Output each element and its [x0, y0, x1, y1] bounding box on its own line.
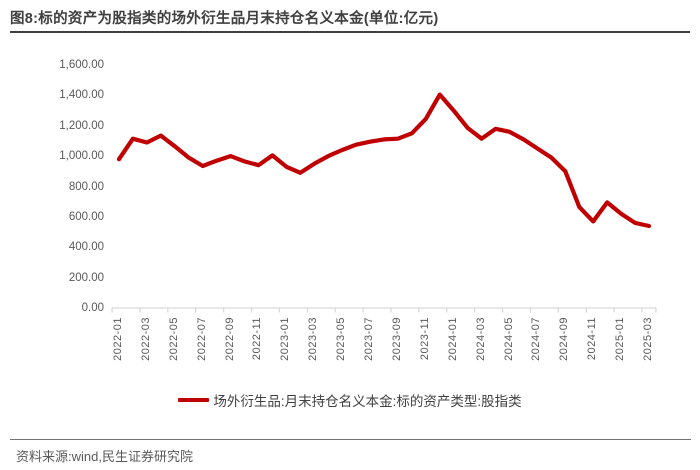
x-axis-label: 2024-11	[586, 317, 599, 361]
x-axis-label: 2025-01	[614, 317, 627, 361]
y-axis-label: 1,200.00	[59, 119, 104, 132]
x-axis-label: 2023-05	[335, 317, 348, 361]
y-axis-label: 0.00	[81, 302, 104, 314]
figure-title: 图8:标的资产为股指类的场外衍生品月末持仓名义本金(单位:亿元)	[10, 11, 439, 27]
series-line	[116, 92, 652, 229]
x-axis-label: 2024-05	[502, 317, 515, 361]
x-axis-label: 2024-07	[530, 317, 543, 361]
x-axis-label: 2024-03	[474, 317, 487, 361]
footer-divider	[10, 439, 691, 440]
y-axis-label: 1,000.00	[59, 150, 104, 163]
x-axis-label: 2024-01	[446, 317, 459, 361]
line-chart: 0.00 200.00 400.00 600.00 800.00 1,000.00 1,20…	[0, 36, 700, 386]
x-axis-label: 2024-09	[558, 317, 571, 361]
x-axis-label: 2022-05	[167, 317, 180, 361]
x-axis-label: 2022-11	[251, 317, 264, 361]
x-axis-label: 2023-11	[418, 317, 431, 361]
legend-label: 场外衍生品:月末持仓名义本金:标的资产类型:股指类	[213, 394, 522, 409]
x-axis-label: 2022-03	[139, 317, 152, 361]
x-axis-label: 2022-01	[111, 317, 124, 361]
y-axis-label: 800.00	[68, 180, 104, 193]
y-axis-label: 600.00	[68, 210, 104, 223]
x-axis-label: 2023-03	[307, 317, 320, 361]
x-axis-label: 2023-09	[390, 317, 403, 361]
x-axis-label: 2022-09	[223, 317, 236, 361]
plot-area	[111, 92, 657, 313]
title-underline	[10, 31, 690, 33]
x-axis-label: 2022-07	[195, 317, 208, 361]
y-axis-label: 200.00	[68, 271, 104, 284]
x-axis-label: 2025-03	[642, 317, 655, 361]
x-axis-label: 2023-07	[363, 317, 376, 361]
x-axis-label: 2023-01	[279, 317, 292, 361]
source-note: 资料来源:wind,民生证券研究院	[16, 449, 193, 464]
y-axis-label: 400.00	[68, 241, 104, 254]
legend-line-marker-icon	[178, 398, 210, 402]
y-axis-label: 1,600.00	[59, 59, 104, 71]
chart-legend: 场外衍生品:月末持仓名义本金:标的资产类型:股指类	[0, 388, 700, 412]
y-axis-label: 1,400.00	[59, 89, 104, 102]
